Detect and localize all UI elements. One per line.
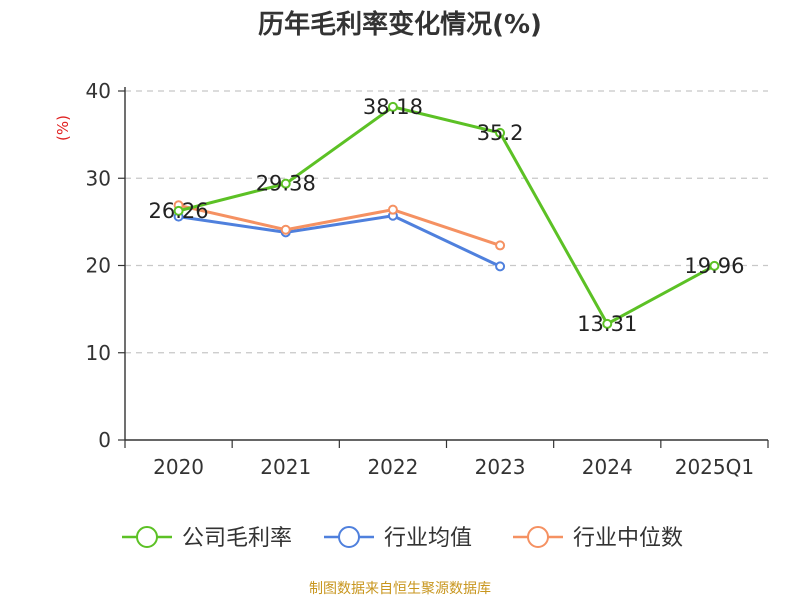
series-line-2 [178,203,501,247]
data-point [495,127,506,138]
legend-label: 公司毛利率 [182,526,292,551]
x-tick-label: 2024 [582,455,633,479]
data-point [709,260,720,271]
legend: 公司毛利率 行业均值 行业中位数 [122,526,683,551]
legend-marker [527,526,549,548]
data-point [602,318,613,329]
x-axis-ticks: 2020 2021 2022 2023 2024 2025Q1 [124,440,769,479]
data-label: 35.2 [477,121,524,145]
x-tick-label: 2021 [260,455,311,479]
data-label: 38.18 [363,95,423,119]
series-line-0 [178,105,716,326]
gridlines [125,90,768,354]
data-point [387,204,398,215]
legend-item-0[interactable]: 公司毛利率 [122,526,292,551]
y-tick-label: 0 [98,428,111,452]
y-tick-label: 30 [86,166,111,190]
x-tick-label: 2022 [367,455,418,479]
data-labels: 26.26 29.38 38.18 35.2 13.31 19.96 [149,95,745,336]
legend-marker [338,526,360,548]
y-axis-label: (%) [54,115,72,141]
legend-item-1[interactable]: 行业均值 [324,526,472,551]
legend-item-2[interactable]: 行业中位数 [513,526,683,551]
legend-marker [136,526,158,548]
data-point [173,205,184,216]
y-tick-label: 20 [86,254,111,278]
chart-title: 历年毛利率变化情况(%) [258,10,542,40]
x-tick-label: 2023 [475,455,526,479]
data-label: 19.96 [684,254,744,278]
y-tick-label: 40 [86,79,111,103]
data-label: 26.26 [149,199,209,223]
legend-label: 行业中位数 [573,526,683,551]
x-tick-label: 2025Q1 [675,455,754,479]
axes [124,87,768,441]
source-footnote: 制图数据来自恒生聚源数据库 [309,581,491,597]
series-lines [173,101,720,329]
y-tick-label: 10 [86,341,111,365]
data-point [387,101,398,112]
data-label: 29.38 [256,172,316,196]
data-point [495,261,506,272]
x-tick-label: 2020 [153,455,204,479]
data-point [280,178,291,189]
data-label: 13.31 [577,312,637,336]
legend-label: 行业均值 [384,526,472,551]
data-point [280,224,291,235]
y-axis-ticks: 0 10 20 30 40 [86,79,125,452]
series-line-1 [178,214,501,268]
data-point [495,240,506,251]
